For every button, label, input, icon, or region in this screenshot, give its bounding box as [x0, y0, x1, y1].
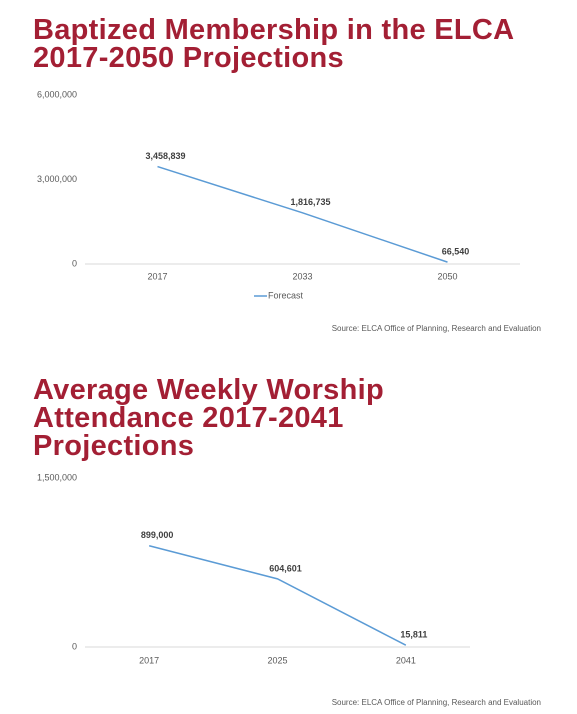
data-label: 15,811 — [400, 630, 427, 640]
data-label: 899,000 — [141, 530, 174, 540]
y-tick-label: 3,000,000 — [37, 174, 77, 184]
x-tick-label: 2017 — [139, 655, 159, 665]
chart-title: Baptized Membership in the ELCA 2017-205… — [33, 14, 514, 74]
data-label: 3,458,839 — [145, 151, 185, 161]
y-tick-label: 0 — [72, 641, 77, 651]
x-tick-label: 2050 — [437, 271, 457, 281]
y-tick-label: 1,500,000 — [37, 472, 77, 482]
legend-label: Forecast — [268, 290, 304, 300]
data-label: 604,601 — [269, 563, 302, 573]
x-tick-label: 2017 — [147, 271, 167, 281]
data-label: 1,816,735 — [290, 197, 330, 207]
chart-title: Average Weekly Worship Attendance 2017-2… — [33, 374, 384, 462]
source-note: Source: ELCA Office of Planning, Researc… — [332, 698, 541, 707]
x-tick-label: 2041 — [396, 655, 416, 665]
y-tick-label: 0 — [72, 258, 77, 268]
data-line — [157, 165, 448, 263]
data-label: 66,540 — [442, 247, 470, 257]
y-tick-label: 6,000,000 — [37, 89, 77, 99]
x-tick-label: 2033 — [292, 271, 312, 281]
x-tick-label: 2025 — [267, 655, 287, 665]
data-line — [148, 544, 407, 646]
source-note: Source: ELCA Office of Planning, Researc… — [332, 324, 541, 333]
